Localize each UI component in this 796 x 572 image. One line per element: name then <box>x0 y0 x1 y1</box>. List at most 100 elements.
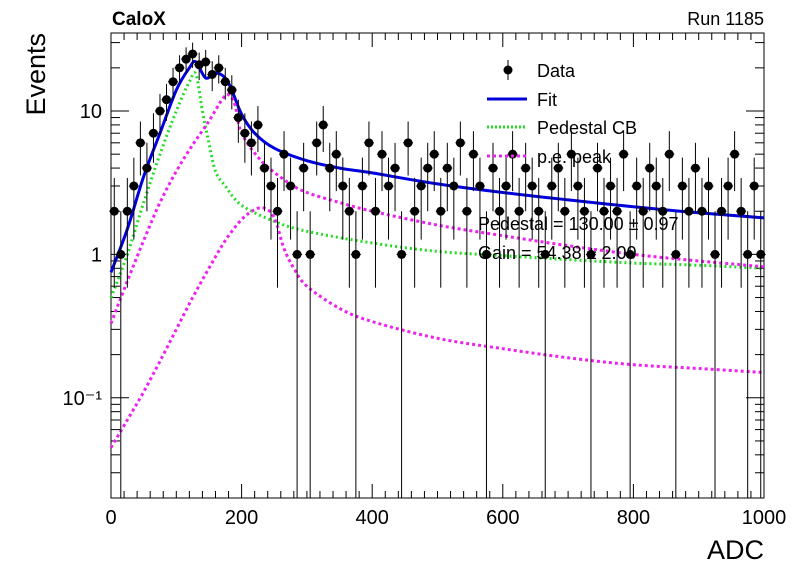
pedestal-stat: Pedestal = 130.00 ± 0.97 <box>478 214 679 234</box>
data-point <box>651 181 661 191</box>
pe-peak-curve <box>109 92 765 324</box>
data-point <box>703 181 713 191</box>
data-point <box>416 181 426 191</box>
data-point <box>455 138 465 148</box>
data-point <box>155 106 165 116</box>
data-point <box>573 181 583 191</box>
data-point <box>723 181 733 191</box>
data-point <box>142 163 152 173</box>
data-point <box>122 206 132 216</box>
data-point <box>129 181 139 191</box>
data-point <box>442 163 452 173</box>
data-point <box>384 181 394 191</box>
legend-label-pedestal: Pedestal CB <box>537 118 637 138</box>
data-point <box>181 54 191 64</box>
data-point <box>579 206 589 216</box>
data-point <box>521 163 531 173</box>
x-tick-label: 200 <box>225 507 258 529</box>
data-point <box>514 206 524 216</box>
data-point <box>214 63 224 73</box>
data-point <box>397 249 407 259</box>
data-point <box>436 206 446 216</box>
data-point <box>325 163 335 173</box>
data-point <box>364 138 374 148</box>
data-point <box>717 206 727 216</box>
pe-peak-curve-2 <box>109 206 765 449</box>
experiment-label: CaloX <box>112 9 166 30</box>
data-point <box>730 149 740 159</box>
y-axis-label: Events <box>21 33 51 116</box>
legend-label-pe: p.e. peak <box>537 147 612 167</box>
data-point <box>527 181 537 191</box>
data-point <box>116 249 126 259</box>
data-point <box>207 69 217 79</box>
data-point <box>305 249 315 259</box>
data-point <box>449 181 459 191</box>
x-tick-label: 600 <box>486 507 519 529</box>
data-point <box>547 181 557 191</box>
data-point <box>632 181 642 191</box>
data-point <box>736 206 746 216</box>
data-point <box>690 163 700 173</box>
data-point <box>201 57 211 67</box>
x-tick-labels: 0 200 400 600 800 1000 <box>105 507 786 529</box>
data-point <box>619 149 629 159</box>
data-point <box>390 163 400 173</box>
data-point <box>312 138 322 148</box>
data-point <box>233 113 243 123</box>
data-point <box>495 206 505 216</box>
x-tick-label: 1000 <box>742 507 787 529</box>
data-point <box>599 206 609 216</box>
data-point <box>638 206 648 216</box>
data-point <box>481 249 491 259</box>
data-point <box>697 206 707 216</box>
data-point <box>220 77 230 87</box>
data-point <box>338 181 348 191</box>
data-point <box>357 181 367 191</box>
data-point <box>645 163 655 173</box>
data-point <box>279 149 289 159</box>
y-tick-label: 10⁻¹ <box>63 388 103 410</box>
data-point <box>429 149 439 159</box>
data-point <box>351 249 361 259</box>
data-point <box>625 249 635 259</box>
y-tick-label: 10 <box>80 101 102 123</box>
legend: Data Fit Pedestal CB p.e. peak <box>487 60 637 167</box>
data-point <box>508 149 518 159</box>
fit-curve <box>109 59 765 273</box>
data-point <box>749 181 759 191</box>
data-point <box>534 206 544 216</box>
data-point <box>240 128 250 138</box>
data-point <box>135 138 145 148</box>
y-tick-labels: 10⁻¹ 1 10 <box>63 101 103 410</box>
data-point <box>566 149 576 159</box>
data-point <box>377 149 387 159</box>
data-point <box>475 181 485 191</box>
data-point <box>462 206 472 216</box>
run-label: Run 1185 <box>687 9 764 29</box>
data-point <box>553 163 563 173</box>
data-point <box>501 181 511 191</box>
data-point <box>286 181 296 191</box>
fit-curves <box>109 59 765 449</box>
data-point <box>162 95 172 105</box>
y-tick-label: 1 <box>91 244 102 266</box>
data-point <box>175 63 185 73</box>
data-point <box>109 206 119 216</box>
data-point <box>227 85 237 95</box>
legend-label-data: Data <box>537 61 576 81</box>
data-point <box>253 120 263 130</box>
data-point <box>560 206 570 216</box>
data-point <box>756 249 766 259</box>
data-point <box>677 181 687 191</box>
data-point <box>318 120 328 130</box>
data-point <box>468 149 478 159</box>
data-point <box>671 249 681 259</box>
data-point <box>612 206 622 216</box>
data-point <box>684 206 694 216</box>
data-point <box>664 149 674 159</box>
pedestal-cb-curve <box>109 71 765 299</box>
data-point <box>658 206 668 216</box>
data-point <box>331 149 341 159</box>
